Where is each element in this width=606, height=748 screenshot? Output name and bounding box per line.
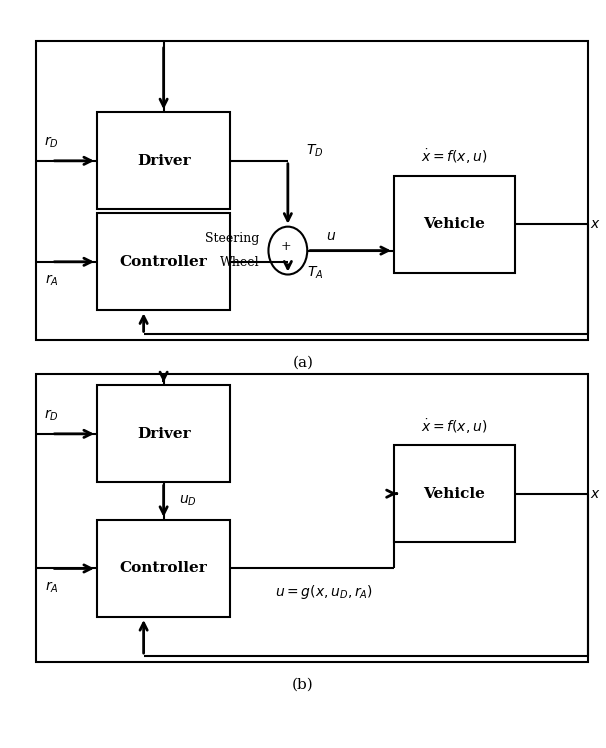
Text: Vehicle: Vehicle xyxy=(424,218,485,231)
Text: Steering: Steering xyxy=(205,232,259,245)
Bar xyxy=(394,445,515,542)
Text: Driver: Driver xyxy=(137,154,190,168)
Text: $x$: $x$ xyxy=(590,218,601,231)
Text: $T_A$: $T_A$ xyxy=(307,265,324,281)
Text: $\dot{x}=f(x,u)$: $\dot{x}=f(x,u)$ xyxy=(421,417,488,435)
Text: Controller: Controller xyxy=(120,255,207,269)
Text: (a): (a) xyxy=(293,356,313,370)
Text: Wheel: Wheel xyxy=(220,256,259,269)
Text: $u$: $u$ xyxy=(327,229,336,242)
Text: $x$: $x$ xyxy=(590,487,601,500)
Text: $u=g(x,u_D,r_A)$: $u=g(x,u_D,r_A)$ xyxy=(275,583,373,601)
Text: +: + xyxy=(281,240,291,254)
Text: $T_D$: $T_D$ xyxy=(307,143,324,159)
Text: $r_A$: $r_A$ xyxy=(45,273,58,288)
Bar xyxy=(97,213,230,310)
Text: Driver: Driver xyxy=(137,427,190,441)
Text: $r_D$: $r_D$ xyxy=(44,408,59,423)
Bar xyxy=(97,385,230,482)
Text: (b): (b) xyxy=(292,678,314,691)
Text: $\dot{x}=f(x,u)$: $\dot{x}=f(x,u)$ xyxy=(421,148,488,166)
Bar xyxy=(394,176,515,273)
Text: $r_A$: $r_A$ xyxy=(45,580,58,595)
Bar xyxy=(36,374,588,662)
Bar xyxy=(36,41,588,340)
Bar xyxy=(97,520,230,617)
Text: $r_D$: $r_D$ xyxy=(44,135,59,150)
Text: $u_D$: $u_D$ xyxy=(179,494,197,509)
Bar xyxy=(97,112,230,209)
Text: Vehicle: Vehicle xyxy=(424,487,485,500)
Text: Controller: Controller xyxy=(120,562,207,575)
